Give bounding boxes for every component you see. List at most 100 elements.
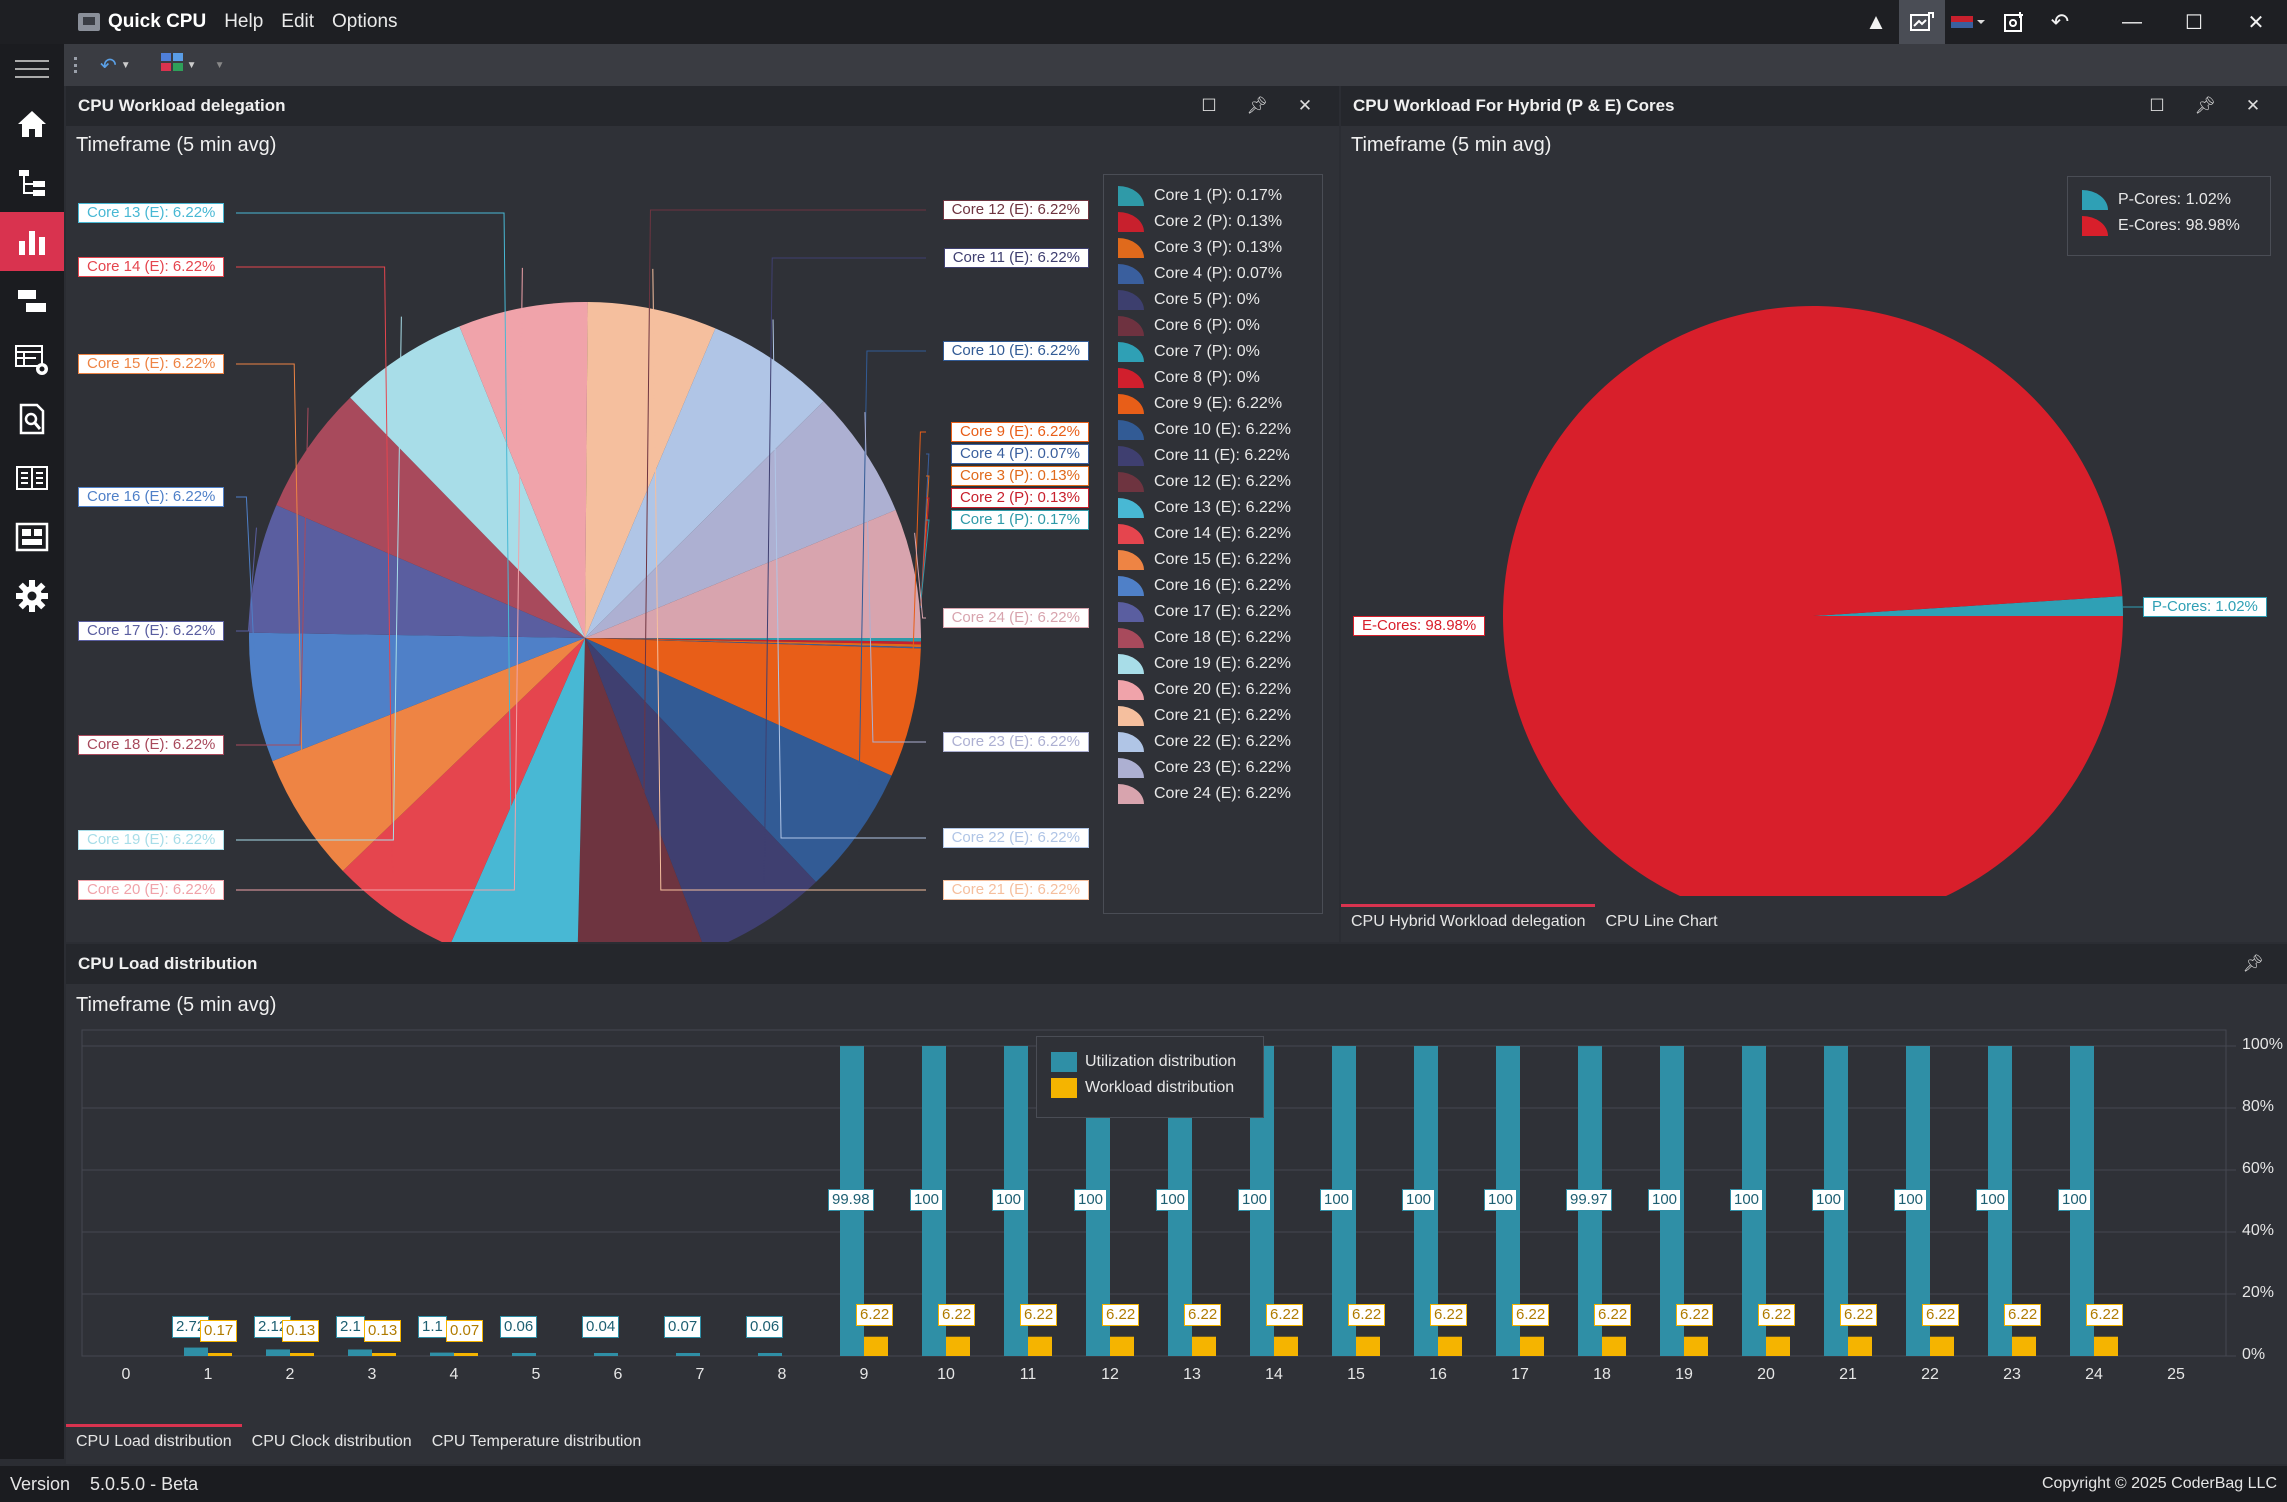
layout-icon[interactable] [160, 53, 183, 77]
pie-slice[interactable] [459, 302, 588, 638]
tab-load-distribution[interactable]: CPU Load distribution [66, 1424, 242, 1460]
utilization-bar[interactable] [758, 1353, 782, 1356]
workload-bar[interactable] [1438, 1336, 1462, 1356]
menu-options[interactable]: Options [332, 11, 398, 32]
utilization-bar[interactable] [594, 1353, 618, 1356]
workload-bar[interactable] [2094, 1336, 2118, 1356]
pie-slice[interactable] [342, 638, 585, 942]
pie-slice[interactable] [585, 328, 824, 638]
utilization-bar[interactable] [430, 1352, 454, 1356]
callout-leader [236, 316, 402, 841]
pin-icon[interactable]: 📌︎ [2242, 954, 2264, 973]
workload-bar[interactable] [2012, 1336, 2036, 1356]
workload-bar[interactable] [454, 1353, 478, 1356]
pin-icon[interactable]: 📌︎ [1246, 96, 1268, 115]
workload-bar[interactable] [1684, 1336, 1708, 1356]
screenshot-icon[interactable] [1899, 0, 1945, 44]
workload-bar[interactable] [1356, 1336, 1380, 1356]
workload-bar[interactable] [372, 1353, 396, 1356]
legend-item: Core 10 (E): 6.22% [1118, 417, 1291, 443]
pie-slice[interactable] [585, 302, 716, 638]
tab-line-chart[interactable]: CPU Line Chart [1605, 913, 1718, 930]
pie-slice[interactable] [1503, 305, 2123, 896]
chevron-down-icon[interactable]: ▼ [120, 59, 131, 71]
book-icon[interactable] [0, 448, 64, 507]
capture-icon[interactable] [1991, 0, 2037, 44]
workload-bar[interactable] [208, 1353, 232, 1356]
pie-slice[interactable] [249, 505, 585, 638]
workload-bar[interactable] [290, 1353, 314, 1356]
legend-item: Core 14 (E): 6.22% [1118, 521, 1291, 547]
pie-slice[interactable] [249, 632, 585, 762]
pie-slice[interactable] [1813, 596, 2123, 616]
legend-label: Core 3 (P): 0.13% [1154, 239, 1283, 256]
pie-slice[interactable] [585, 638, 921, 649]
legend-swatch [1051, 1078, 1077, 1098]
overflow-chevron-icon[interactable]: ▼ [214, 59, 225, 71]
utilization-bar[interactable] [512, 1353, 536, 1356]
theme-icon[interactable] [1945, 0, 1991, 44]
utilization-bar[interactable] [266, 1349, 290, 1356]
tab-temperature-distribution[interactable]: CPU Temperature distribution [431, 1433, 642, 1450]
workload-bar[interactable] [1274, 1336, 1298, 1356]
x-tick-label: 14 [1265, 1366, 1283, 1383]
workload-bar[interactable] [1192, 1336, 1216, 1356]
pie-slice[interactable] [585, 638, 816, 942]
settings-table-icon[interactable] [0, 330, 64, 389]
workload-bar[interactable] [864, 1336, 888, 1356]
utilization-bar[interactable] [676, 1353, 700, 1356]
workload-bar[interactable] [1848, 1336, 1872, 1356]
bar-chart-icon[interactable] [0, 212, 64, 271]
utilization-bar[interactable] [184, 1347, 208, 1356]
undo-icon[interactable]: ↶ [2050, 9, 2070, 34]
pie-slice[interactable] [450, 638, 585, 942]
toolbar-grip[interactable] [74, 57, 78, 73]
workload-bar[interactable] [1766, 1336, 1790, 1356]
undo-dropdown-icon[interactable]: ↶ [100, 54, 117, 77]
legend-swatch [1118, 602, 1144, 622]
pie-slice[interactable] [585, 638, 892, 883]
hamburger-icon[interactable] [0, 44, 64, 94]
utilization-bar[interactable] [348, 1349, 372, 1356]
minimize-button[interactable]: — [2122, 10, 2142, 33]
gantt-icon[interactable] [0, 271, 64, 330]
workload-bar[interactable] [946, 1336, 970, 1356]
workload-data-label: 6.22 [1512, 1304, 1550, 1326]
tree-icon[interactable] [0, 153, 64, 212]
pin-icon[interactable]: 📌︎ [2194, 96, 2216, 115]
close-panel-icon[interactable]: ✕ [1297, 96, 1313, 115]
chevron-down-icon[interactable]: ▼ [186, 59, 197, 71]
pie-slice[interactable] [350, 326, 585, 638]
dashboard-icon[interactable] [0, 507, 64, 566]
menu-edit[interactable]: Edit [281, 11, 315, 32]
menu-help[interactable]: Help [224, 11, 264, 32]
pie-slice[interactable] [585, 638, 921, 776]
close-panel-icon[interactable]: ✕ [2245, 96, 2261, 115]
pie-slice[interactable] [585, 510, 921, 638]
maximize-button[interactable]: ☐ [2185, 11, 2203, 34]
x-tick-label: 0 [121, 1366, 131, 1383]
workload-bar[interactable] [1110, 1336, 1134, 1356]
workload-bar[interactable] [1930, 1336, 1954, 1356]
home-icon[interactable] [0, 94, 64, 153]
workload-bar[interactable] [1520, 1336, 1544, 1356]
tab-clock-distribution[interactable]: CPU Clock distribution [251, 1433, 412, 1450]
close-button[interactable]: ✕ [2247, 11, 2265, 34]
search-doc-icon[interactable] [0, 389, 64, 448]
warning-icon[interactable]: ▲ [1865, 9, 1887, 34]
utilization-data-label: 0.06 [746, 1316, 784, 1338]
pie-slice[interactable] [585, 401, 896, 638]
pie-slice[interactable] [577, 638, 706, 942]
pie-slice[interactable] [585, 638, 921, 648]
gear-icon[interactable] [0, 566, 64, 625]
maximize-panel-icon[interactable]: ☐ [2149, 96, 2165, 115]
pie-slice[interactable] [585, 638, 921, 645]
pie-slice[interactable] [272, 638, 585, 871]
title-bar: Quick CPU Help Edit Options ▲ ↶ — ☐ ✕ [0, 0, 2287, 44]
maximize-panel-icon[interactable]: ☐ [1201, 96, 1217, 115]
panel-header: CPU Workload For Hybrid (P & E) Cores ☐ … [1341, 86, 2287, 126]
tab-hybrid-workload[interactable]: CPU Hybrid Workload delegation [1341, 904, 1596, 940]
workload-bar[interactable] [1028, 1336, 1052, 1356]
pie-slice[interactable] [585, 638, 921, 642]
workload-bar[interactable] [1602, 1336, 1626, 1356]
